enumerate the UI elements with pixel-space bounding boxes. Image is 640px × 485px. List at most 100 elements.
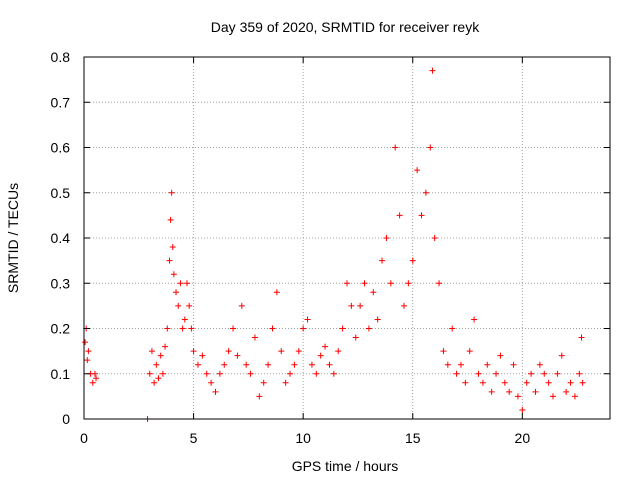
data-point	[295, 348, 302, 355]
data-point	[89, 379, 96, 386]
data-point	[563, 388, 570, 395]
data-point	[554, 370, 561, 377]
data-point	[466, 348, 473, 355]
data-point	[528, 370, 535, 377]
data-point	[514, 393, 521, 400]
data-point	[541, 370, 548, 377]
data-point	[379, 257, 386, 264]
data-point	[91, 370, 98, 377]
data-point	[260, 379, 267, 386]
y-tick-label: 0.3	[51, 275, 71, 291]
data-point	[85, 348, 92, 355]
data-point	[370, 289, 377, 296]
data-point	[348, 302, 355, 309]
data-point	[431, 235, 438, 241]
data-point	[170, 271, 177, 278]
data-point	[493, 370, 500, 377]
data-point	[322, 343, 329, 350]
data-point	[374, 316, 381, 323]
data-point	[308, 361, 315, 368]
data-point	[418, 212, 425, 219]
data-point	[282, 379, 289, 386]
data-point	[84, 357, 91, 364]
data-point	[179, 325, 186, 332]
data-point	[449, 325, 456, 332]
x-tick-label: 15	[405, 430, 421, 446]
data-point	[146, 370, 153, 377]
data-point	[427, 144, 434, 151]
data-point	[471, 316, 478, 323]
data-point	[567, 379, 574, 386]
data-point	[82, 339, 89, 346]
data-point	[186, 302, 193, 309]
data-point	[304, 316, 311, 323]
data-point	[409, 257, 416, 264]
y-tick-label: 0.8	[51, 49, 71, 65]
data-point	[181, 316, 188, 323]
data-point	[501, 379, 508, 386]
data-point	[506, 388, 513, 395]
data-point	[440, 348, 447, 355]
x-tick-label: 5	[190, 430, 198, 446]
data-point	[558, 352, 565, 359]
data-point	[344, 280, 350, 287]
data-point	[173, 289, 180, 296]
data-point	[157, 352, 164, 359]
data-point	[225, 348, 232, 355]
data-point	[168, 189, 175, 196]
data-point	[247, 370, 254, 377]
data-point	[317, 352, 324, 359]
data-point	[212, 388, 219, 395]
data-point	[578, 334, 585, 341]
data-point	[436, 280, 443, 287]
axis-ticks: 0 0.1 0.2 0.3 0.4 0.5 0.6 0.7 0.8 0 5 10 15 20	[51, 49, 610, 446]
data-point	[287, 370, 294, 377]
data-point	[479, 379, 486, 386]
data-point	[148, 348, 155, 355]
data-point	[243, 361, 250, 368]
data-point	[457, 361, 464, 368]
y-axis-label: SRMTID / TECUs	[5, 183, 21, 293]
data-point	[203, 370, 210, 377]
data-point	[414, 167, 421, 174]
x-tick-label: 10	[295, 430, 311, 446]
data-point	[484, 361, 491, 368]
data-point	[251, 334, 258, 341]
data-point	[188, 325, 195, 332]
data-point	[265, 361, 272, 368]
data-point	[230, 325, 237, 332]
data-point	[335, 348, 342, 355]
data-point	[313, 370, 320, 377]
data-point	[330, 370, 337, 377]
data-point	[167, 216, 174, 223]
data-point	[159, 370, 166, 377]
data-point	[208, 379, 215, 386]
data-point	[387, 280, 394, 287]
data-point	[453, 370, 460, 377]
data-point	[532, 388, 539, 395]
data-point	[519, 406, 526, 413]
data-point	[256, 393, 263, 400]
data-point	[383, 235, 390, 241]
data-point	[339, 325, 346, 332]
data-point	[151, 379, 158, 386]
grid	[84, 57, 610, 419]
data-point	[422, 189, 429, 196]
y-tick-label: 0.1	[51, 366, 71, 382]
data-point	[361, 280, 368, 287]
data-point	[523, 379, 530, 386]
data-point	[579, 379, 586, 386]
data-point	[444, 361, 451, 368]
data-point	[326, 361, 333, 368]
x-tick-label: 0	[80, 430, 88, 446]
data-point	[93, 375, 100, 382]
data-point	[488, 388, 495, 395]
data-point	[190, 348, 197, 355]
y-tick-label: 0.7	[51, 94, 71, 110]
data-point	[536, 361, 543, 368]
data-point	[462, 379, 469, 386]
data-point	[164, 325, 171, 332]
data-point	[194, 361, 201, 368]
x-tick-label: 20	[515, 430, 531, 446]
data-point	[357, 302, 364, 309]
